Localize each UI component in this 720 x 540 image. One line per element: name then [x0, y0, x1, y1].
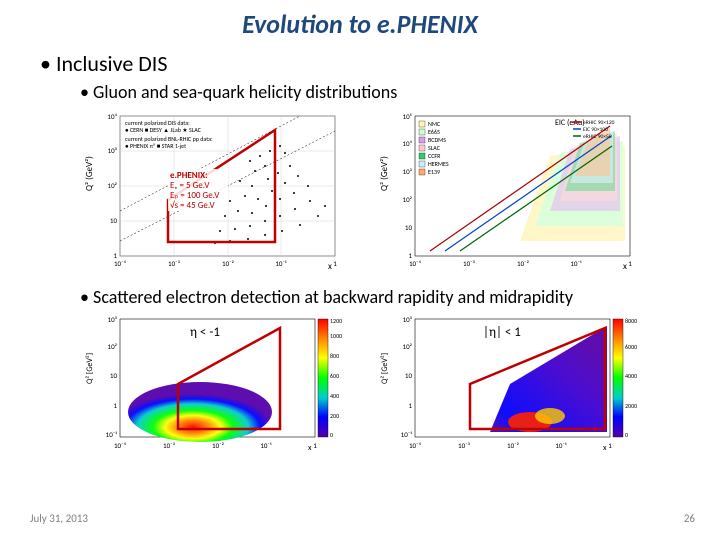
chart-polarized-dis-svg: current polarized DIS data: ● CERN ■ DES…	[80, 111, 345, 276]
svg-text:10²: 10²	[108, 181, 118, 190]
svg-text:HERMES: HERMES	[428, 160, 449, 168]
chart-eta-mid: |η| < 1 0 2000 4000 6000 8000 Q² [GeV²] x 1…	[375, 314, 640, 459]
svg-text:10⁴: 10⁴	[402, 139, 412, 148]
svg-text:1: 1	[333, 259, 337, 268]
svg-text:6000: 6000	[625, 343, 637, 351]
svg-text:√s = 45 Ge.V: √s = 45 Ge.V	[170, 200, 215, 211]
svg-text:2000: 2000	[625, 402, 637, 410]
svg-text:1200: 1200	[330, 317, 342, 325]
svg-text:10: 10	[405, 223, 413, 232]
svg-text:10⁻³: 10⁻³	[458, 441, 471, 450]
svg-text:Q² [GeV²]: Q² [GeV²]	[85, 353, 95, 384]
svg-text:10²: 10²	[108, 342, 118, 351]
svg-text:E139: E139	[428, 168, 440, 176]
svg-text:10⁵: 10⁵	[403, 112, 412, 121]
svg-text:0: 0	[330, 431, 333, 439]
svg-text:10⁻³: 10⁻³	[463, 259, 476, 268]
svg-text:x: x	[328, 261, 332, 272]
svg-text:x: x	[603, 443, 607, 453]
svg-text:0: 0	[625, 431, 628, 439]
svg-text:eRHIC 90×120: eRHIC 90×120	[583, 120, 615, 126]
svg-text:Q² (GeV²): Q² (GeV²)	[84, 156, 95, 191]
chart-eic-coverage-svg: EIC (eAu) NMC E665 BCDMS SLAC CCFR HERME…	[375, 111, 640, 276]
svg-text:10³: 10³	[108, 146, 118, 155]
svg-text:10⁻¹: 10⁻¹	[106, 430, 118, 439]
svg-text:8000: 8000	[625, 317, 637, 325]
svg-text:10⁻²: 10⁻²	[212, 441, 225, 450]
svg-text:400: 400	[330, 392, 339, 400]
svg-text:eRHIC 90×50: eRHIC 90×50	[583, 134, 612, 140]
slide-title: Evolution to e.PHENIX	[0, 0, 720, 40]
svg-text:● CERN ■ DESY ▲ JLab ★ SLAC: ● CERN ■ DESY ▲ JLab ★ SLAC	[125, 126, 202, 134]
svg-text:Q² [GeV²]: Q² [GeV²]	[380, 353, 390, 384]
svg-text:10²: 10²	[403, 342, 413, 351]
bullet-gluon-helicity: Gluon and sea-quark helicity distributio…	[80, 81, 720, 103]
svg-text:10⁻¹: 10⁻¹	[275, 259, 287, 268]
svg-text:SLAC: SLAC	[428, 144, 441, 152]
svg-text:10⁻³: 10⁻³	[163, 441, 176, 450]
chart-eta-mid-svg: |η| < 1 0 2000 4000 6000 8000 Q² [GeV²] x 1…	[375, 314, 640, 459]
svg-text:10⁻³: 10⁻³	[168, 259, 181, 268]
svg-text:10⁻²: 10⁻²	[507, 441, 520, 450]
svg-text:4000: 4000	[625, 372, 637, 380]
bullet-scattered-electron: Scattered electron detection at backward…	[80, 286, 720, 308]
svg-text:10⁻¹: 10⁻¹	[570, 259, 582, 268]
svg-text:x: x	[308, 443, 312, 453]
svg-text:1: 1	[313, 441, 317, 450]
svg-text:200: 200	[330, 412, 339, 420]
chart-polarized-dis: current polarized DIS data: ● CERN ■ DES…	[80, 111, 345, 276]
svg-text:10⁻²: 10⁻²	[222, 259, 235, 268]
svg-text:1: 1	[628, 259, 632, 268]
eta-backward-label: η < -1	[190, 325, 220, 340]
bottom-chart-row: η < -1 0 200 400 600 800 1000 1200 Q² [GeV²]…	[0, 314, 720, 459]
svg-text:10³: 10³	[403, 167, 413, 176]
svg-text:1: 1	[408, 401, 412, 410]
svg-text:10⁻¹: 10⁻¹	[401, 430, 413, 439]
svg-text:10³: 10³	[108, 315, 118, 324]
chart-eta-backward-svg: η < -1 0 200 400 600 800 1000 1200 Q² [GeV²]…	[80, 314, 345, 459]
svg-text:x: x	[623, 261, 627, 272]
svg-text:10³: 10³	[403, 315, 413, 324]
svg-text:E665: E665	[428, 128, 440, 136]
svg-text:10: 10	[110, 371, 118, 380]
svg-text:1: 1	[608, 441, 612, 450]
svg-text:● PHENIX π⁰ ■ STAR 1-jet: ● PHENIX π⁰ ■ STAR 1-jet	[125, 142, 186, 150]
footer-date: July 31, 2013	[30, 512, 88, 525]
svg-text:10⁻²: 10⁻²	[517, 259, 530, 268]
svg-text:10⁻⁴: 10⁻⁴	[114, 441, 127, 450]
svg-text:1: 1	[113, 401, 117, 410]
svg-text:10⁻⁴: 10⁻⁴	[409, 441, 422, 450]
svg-text:EIC 90×100: EIC 90×100	[583, 127, 608, 133]
svg-text:600: 600	[330, 372, 339, 380]
svg-text:10⁻⁴: 10⁻⁴	[409, 259, 422, 268]
svg-text:1: 1	[408, 251, 412, 260]
svg-text:10⁻¹: 10⁻¹	[260, 441, 272, 450]
top-chart-row: current polarized DIS data: ● CERN ■ DES…	[0, 111, 720, 276]
svg-text:BCDMS: BCDMS	[428, 136, 446, 144]
svg-text:1: 1	[113, 251, 117, 260]
svg-text:EIC (eAu): EIC (eAu)	[555, 118, 585, 128]
svg-text:10: 10	[405, 371, 413, 380]
eta-mid-label: |η| < 1	[483, 325, 521, 340]
svg-text:10⁻¹: 10⁻¹	[555, 441, 567, 450]
chart-eta-backward: η < -1 0 200 400 600 800 1000 1200 Q² [GeV²]…	[80, 314, 345, 459]
svg-text:NMC: NMC	[428, 120, 441, 128]
bullet-inclusive-dis: Inclusive DIS	[40, 50, 720, 77]
svg-text:10²: 10²	[403, 195, 413, 204]
svg-text:10⁴: 10⁴	[107, 112, 117, 121]
svg-text:Q² (GeV²): Q² (GeV²)	[379, 156, 390, 191]
svg-text:10: 10	[110, 216, 118, 225]
svg-text:CCFR: CCFR	[428, 152, 441, 160]
svg-text:1000: 1000	[330, 332, 342, 340]
svg-text:10⁻⁴: 10⁻⁴	[114, 259, 127, 268]
svg-text:800: 800	[330, 352, 339, 360]
footer-page-number: 26	[684, 512, 695, 525]
chart-eic-coverage: EIC (eAu) NMC E665 BCDMS SLAC CCFR HERME…	[375, 111, 640, 276]
